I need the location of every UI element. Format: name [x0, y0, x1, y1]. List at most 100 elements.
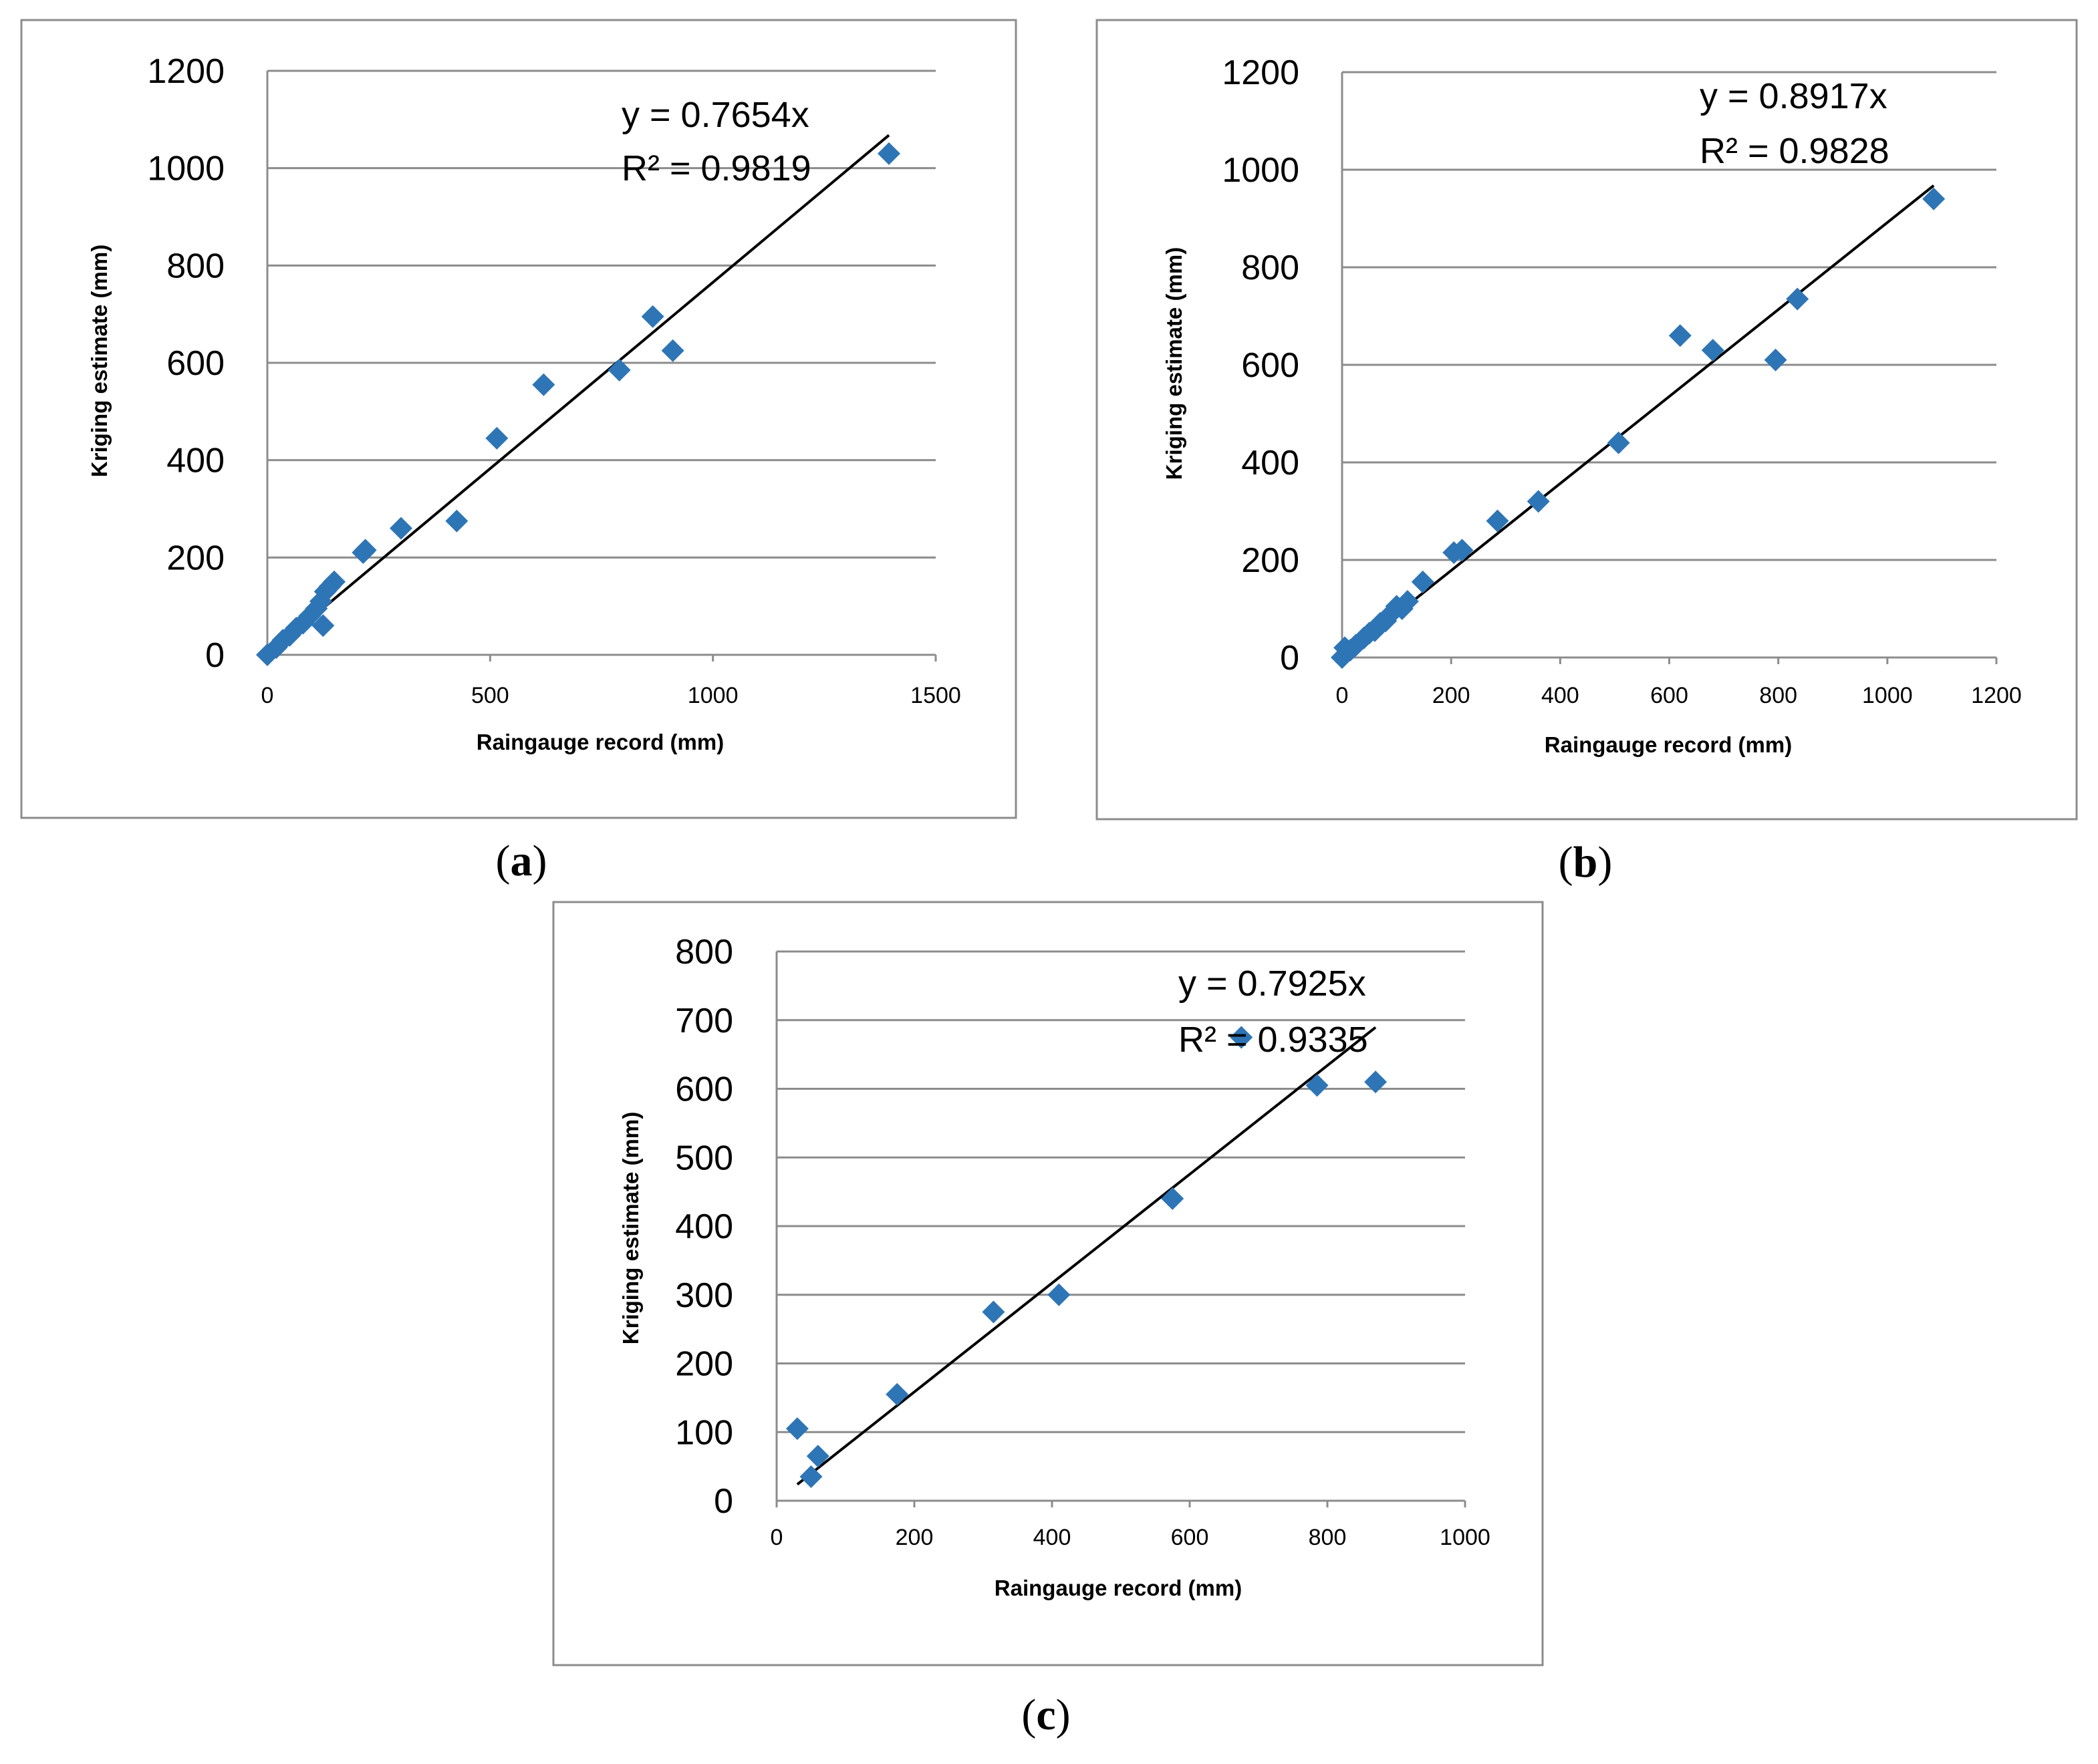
x-tick-labels-b: 0 200 400 600 800 1000 1200	[1336, 683, 2022, 708]
data-point-b-20	[1701, 339, 1724, 362]
equation-a: y = 0.7654x	[622, 95, 809, 135]
x-tick-label-b-4: 800	[1759, 683, 1797, 708]
data-point-b-23	[1922, 187, 1946, 210]
x-tick-label-a-2: 1000	[688, 683, 739, 708]
y-tick-label-b-6: 1200	[1222, 53, 1299, 92]
data-point-a-18	[532, 373, 555, 396]
equation-b: y = 0.8917x	[1700, 76, 1887, 116]
chart-frame-a	[20, 19, 1017, 819]
panel-label-a: (a)	[496, 837, 547, 885]
chart-frame-c	[552, 901, 1544, 1666]
data-point-c-3	[886, 1382, 909, 1406]
data-points-b	[1331, 187, 1946, 669]
y-tick-label-c-0: 0	[714, 1482, 733, 1521]
data-point-b-13	[1411, 570, 1434, 593]
y-axis-title-a: Kriging estimate (mm)	[87, 245, 112, 477]
y-tick-label-a-2: 400	[166, 442, 225, 480]
axes-a	[266, 71, 937, 662]
y-tick-label-b-5: 1000	[1222, 151, 1299, 190]
y-tick-label-a-1: 200	[166, 539, 225, 577]
y-tick-labels-c: 0 100 200 300 400 500 600 700 800	[675, 933, 733, 1521]
x-tick-label-c-1: 200	[896, 1525, 934, 1550]
data-point-c-1	[799, 1465, 823, 1489]
y-tick-label-c-8: 800	[675, 933, 733, 972]
data-point-a-21	[661, 339, 684, 362]
y-tick-label-a-3: 600	[166, 344, 225, 383]
x-tick-label-c-4: 800	[1309, 1525, 1347, 1550]
data-point-c-2	[806, 1445, 829, 1468]
axes-c	[775, 951, 1466, 1507]
x-tick-label-a-3: 1500	[910, 683, 961, 708]
y-tick-label-b-1: 200	[1241, 541, 1299, 580]
y-tick-label-b-4: 800	[1241, 249, 1299, 287]
panel-letter-b: b	[1573, 838, 1598, 887]
x-tick-label-a-1: 500	[471, 683, 509, 708]
y-tick-label-c-6: 600	[675, 1070, 733, 1109]
equation-c: y = 0.7925x	[1178, 964, 1366, 1004]
chart-panel-c: 0 100 200 300 400 500 600 700 800 0 200 400 600 800 1…	[552, 901, 1544, 1666]
panel-letter-a: a	[511, 837, 533, 885]
y-tick-labels-a: 0 200 400 600 800 1000 1200	[147, 52, 225, 675]
data-point-c-9	[1364, 1070, 1388, 1094]
data-point-b-22	[1786, 287, 1809, 311]
x-tick-label-b-5: 1000	[1862, 683, 1913, 708]
y-tick-label-b-2: 400	[1241, 444, 1299, 482]
data-point-b-17	[1527, 490, 1550, 513]
r-squared-b: R² = 0.9828	[1700, 131, 1889, 171]
y-tick-label-c-1: 100	[675, 1413, 733, 1452]
y-tick-label-c-7: 700	[675, 1002, 733, 1040]
panel-label-c: (c)	[1021, 1690, 1070, 1739]
panel-letter-c: c	[1036, 1690, 1055, 1739]
data-point-a-12	[311, 614, 335, 637]
y-tick-label-b-0: 0	[1280, 639, 1299, 678]
r-squared-c: R² = 0.9335	[1178, 1020, 1368, 1060]
x-tick-labels-a: 0 500 1000 1500	[261, 683, 961, 708]
y-tick-label-a-5: 1000	[147, 150, 225, 188]
y-tick-label-c-5: 500	[675, 1139, 733, 1177]
data-point-c-7	[1230, 1026, 1253, 1049]
data-point-b-18	[1607, 431, 1630, 454]
y-tick-label-a-4: 800	[166, 247, 225, 285]
data-point-a-22	[878, 142, 900, 165]
x-axis-title-c: Raingauge record (mm)	[995, 1576, 1242, 1600]
x-tick-label-b-0: 0	[1336, 683, 1349, 708]
x-tick-labels-c: 0 200 400 600 800 1000	[771, 1525, 1490, 1550]
data-points-a	[256, 142, 900, 666]
data-point-c-0	[785, 1417, 809, 1441]
data-point-c-8	[1305, 1074, 1329, 1097]
x-tick-label-b-2: 400	[1541, 683, 1579, 708]
data-point-b-19	[1668, 324, 1692, 347]
data-point-b-16	[1486, 509, 1509, 533]
data-point-a-14	[352, 541, 375, 565]
data-points-c	[785, 1026, 1388, 1489]
x-tick-label-c-2: 400	[1033, 1525, 1071, 1550]
x-tick-label-c-0: 0	[771, 1525, 783, 1550]
data-point-b-21	[1764, 348, 1787, 372]
x-tick-label-c-5: 1000	[1440, 1525, 1490, 1550]
x-tick-label-b-6: 1200	[1971, 683, 2022, 708]
chart-frame-b	[1095, 19, 2078, 821]
panel-label-b: (b)	[1559, 838, 1613, 887]
trendline-c	[796, 1026, 1377, 1486]
data-point-a-16	[445, 509, 469, 533]
x-tick-label-b-1: 200	[1432, 683, 1470, 708]
x-axis-title-b: Raingauge record (mm)	[1545, 732, 1792, 757]
gridlines-a	[267, 69, 936, 656]
trendline-b	[1341, 184, 1935, 659]
data-point-c-6	[1161, 1187, 1184, 1210]
chart-panel-b: 0 200 400 600 800 1000 1200 0 200 400 600 800 1000 1…	[1095, 19, 2078, 821]
data-point-c-4	[982, 1300, 1005, 1324]
y-tick-label-c-3: 300	[675, 1276, 733, 1315]
x-tick-label-c-3: 600	[1171, 1525, 1209, 1550]
data-point-b-15	[1450, 539, 1474, 562]
data-point-a-11	[323, 570, 346, 593]
trendline-a	[266, 134, 890, 656]
x-tick-label-b-3: 600	[1650, 683, 1688, 708]
data-point-a-15	[390, 517, 412, 540]
y-tick-label-a-0: 0	[205, 636, 225, 675]
y-tick-label-b-3: 600	[1241, 346, 1299, 385]
x-axis-title-a: Raingauge record (mm)	[477, 730, 724, 754]
y-axis-title-b: Kriging estimate (mm)	[1162, 247, 1186, 480]
chart-panel-a: 0 200 400 600 800 1000 1200 0 500 1000 1500 y = 0…	[20, 19, 1017, 819]
